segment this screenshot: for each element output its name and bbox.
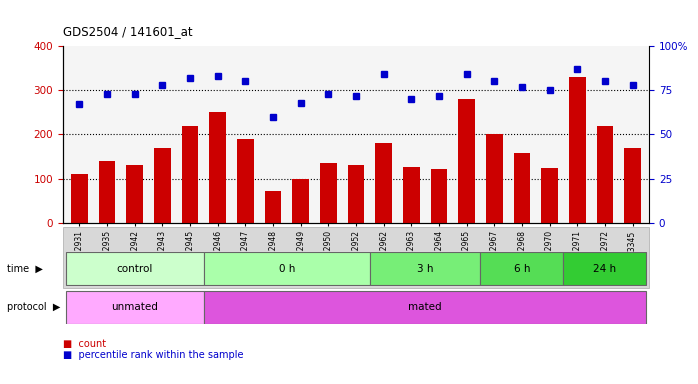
Text: 3 h: 3 h: [417, 264, 433, 274]
Text: protocol  ▶: protocol ▶: [7, 302, 60, 312]
Text: ■  count: ■ count: [63, 339, 106, 349]
Bar: [514, 153, 530, 223]
Text: ■  percentile rank within the sample: ■ percentile rank within the sample: [63, 350, 244, 360]
Bar: [99, 161, 115, 223]
Bar: [597, 126, 613, 223]
Text: 6 h: 6 h: [514, 264, 530, 274]
Bar: [126, 165, 143, 223]
Bar: [431, 169, 447, 223]
FancyBboxPatch shape: [204, 291, 646, 324]
Text: 24 h: 24 h: [593, 264, 616, 274]
FancyBboxPatch shape: [66, 252, 204, 285]
Bar: [320, 163, 336, 223]
Bar: [459, 99, 475, 223]
FancyBboxPatch shape: [66, 291, 204, 324]
Bar: [237, 139, 253, 223]
Bar: [209, 112, 226, 223]
FancyBboxPatch shape: [204, 252, 370, 285]
Bar: [265, 191, 281, 223]
Bar: [403, 167, 419, 223]
Text: mated: mated: [408, 302, 442, 312]
Text: control: control: [117, 264, 153, 274]
Bar: [348, 165, 364, 223]
Bar: [486, 134, 503, 223]
Bar: [292, 179, 309, 223]
Bar: [624, 148, 641, 223]
Bar: [541, 168, 558, 223]
Text: unmated: unmated: [111, 302, 158, 312]
Bar: [181, 126, 198, 223]
Bar: [71, 174, 88, 223]
Text: time  ▶: time ▶: [7, 264, 43, 274]
Text: 0 h: 0 h: [279, 264, 295, 274]
FancyBboxPatch shape: [563, 252, 646, 285]
FancyBboxPatch shape: [370, 252, 480, 285]
Text: GDS2504 / 141601_at: GDS2504 / 141601_at: [63, 25, 193, 38]
FancyBboxPatch shape: [480, 252, 563, 285]
Bar: [154, 148, 171, 223]
Bar: [569, 77, 586, 223]
Bar: [376, 143, 392, 223]
